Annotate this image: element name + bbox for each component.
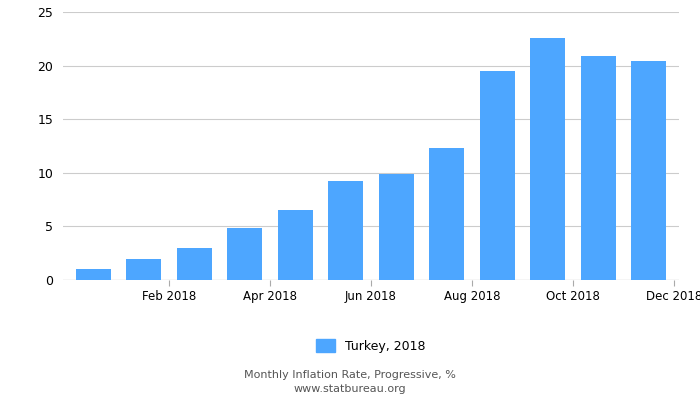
Bar xyxy=(176,248,212,280)
Text: www.statbureau.org: www.statbureau.org xyxy=(294,384,406,394)
Bar xyxy=(379,174,414,280)
Bar xyxy=(278,210,313,280)
Bar xyxy=(227,228,262,280)
Bar xyxy=(328,181,363,280)
Bar xyxy=(480,71,515,280)
Text: Monthly Inflation Rate, Progressive, %: Monthly Inflation Rate, Progressive, % xyxy=(244,370,456,380)
Bar xyxy=(530,38,566,280)
Bar xyxy=(76,269,111,280)
Bar xyxy=(631,61,666,280)
Bar xyxy=(580,56,616,280)
Legend: Turkey, 2018: Turkey, 2018 xyxy=(312,334,430,358)
Bar xyxy=(429,148,464,280)
Bar xyxy=(126,259,162,280)
